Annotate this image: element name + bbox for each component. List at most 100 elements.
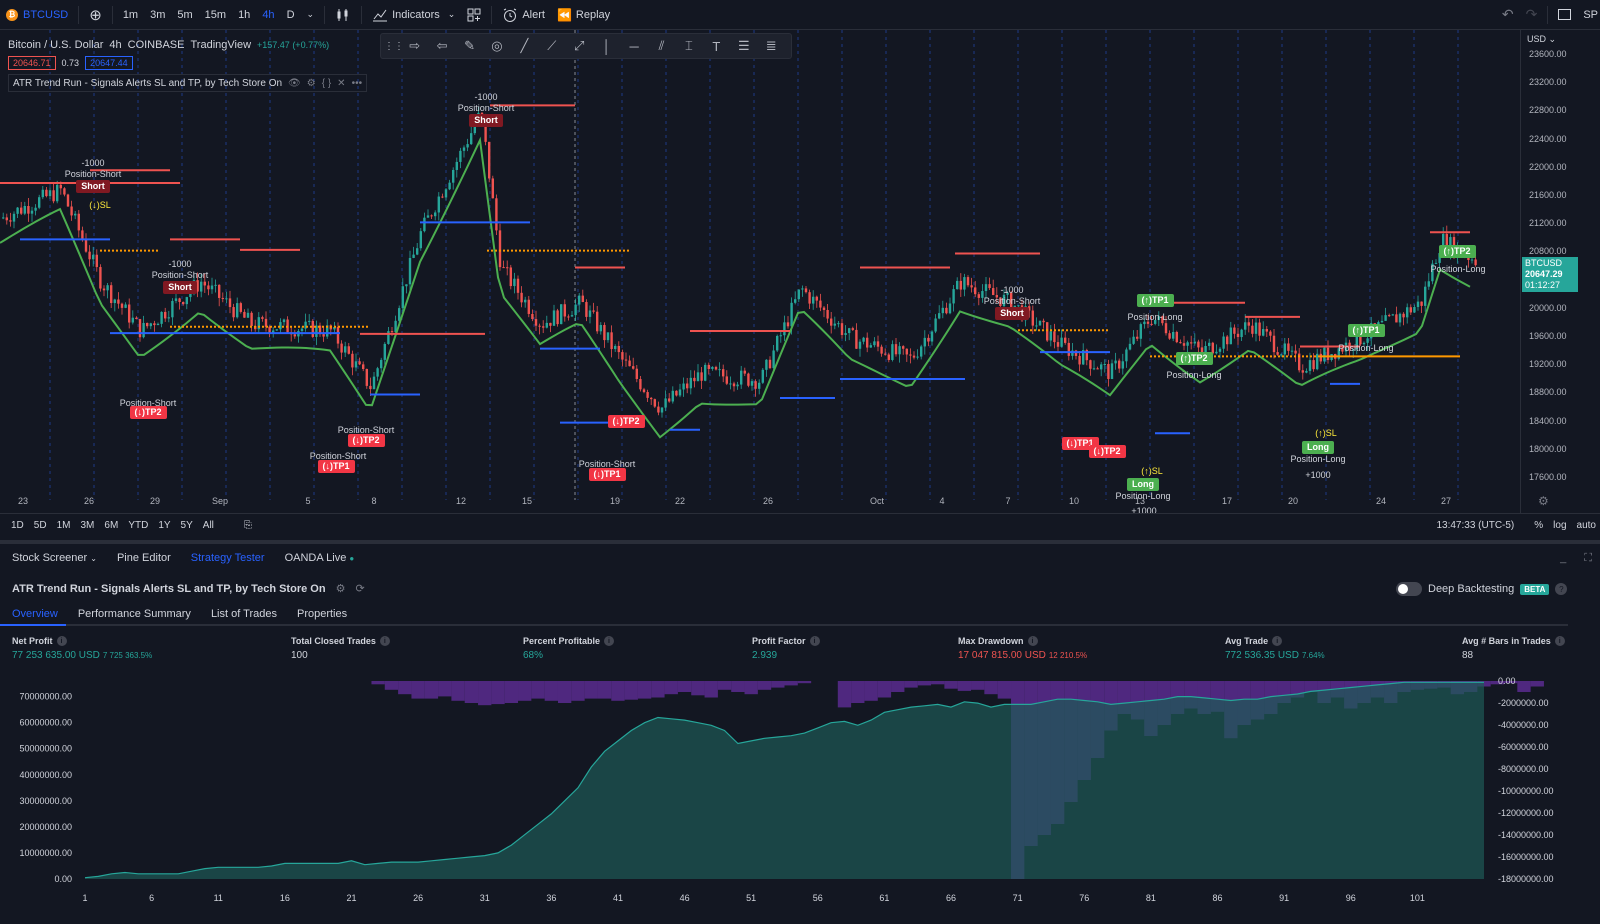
timeframe-d[interactable]: D: [286, 8, 295, 21]
range-5d[interactable]: 5D: [33, 520, 47, 531]
alert-button[interactable]: Alert: [496, 0, 551, 30]
brush-icon[interactable]: ✎: [464, 38, 475, 53]
redo-icon[interactable]: ↷: [1525, 6, 1538, 22]
vertical-line-icon[interactable]: │: [602, 38, 611, 54]
candle-body: [430, 215, 433, 217]
goto-date-icon[interactable]: ⎘: [243, 520, 252, 531]
horizontal-line-icon[interactable]: ─: [629, 38, 639, 54]
range-5y[interactable]: 5Y: [180, 520, 193, 531]
timeframe-4h[interactable]: 4h: [262, 8, 275, 21]
layout-templates-icon[interactable]: [461, 0, 487, 30]
timeframe-5m[interactable]: 5m: [177, 8, 193, 21]
text-icon[interactable]: T: [712, 38, 721, 54]
ray-icon[interactable]: ⟋: [547, 38, 557, 53]
time-axis[interactable]: 23 26 29 Sep 5 8 12 15 19 22 26 Oct 4 7 10 13 17 20 24 27: [0, 492, 1520, 512]
chart-type-candles-icon[interactable]: [329, 0, 357, 30]
timeframe-15m[interactable]: 15m: [204, 8, 227, 21]
trend-line-icon[interactable]: ╱: [520, 38, 529, 53]
more-icon[interactable]: •••: [351, 77, 363, 89]
symbol-search[interactable]: ₿ BTCUSD: [0, 0, 74, 30]
fib-retracement-icon[interactable]: ☰: [737, 38, 750, 53]
subtab-list-of-trades[interactable]: List of Trades: [210, 608, 277, 620]
trade-x-tick: 21: [346, 893, 356, 903]
info-icon[interactable]: i: [1554, 636, 1565, 646]
subtab-performance-summary[interactable]: Performance Summary: [77, 608, 191, 620]
topbar-right-label[interactable]: SP: [1583, 8, 1598, 21]
timeframe-dropdown-chevron-icon[interactable]: ⌄: [306, 9, 315, 19]
parallel-channel-icon[interactable]: ⫽: [658, 38, 665, 53]
strategy-refresh-icon[interactable]: ⟳: [355, 583, 365, 595]
range-6m[interactable]: 6M: [104, 520, 119, 531]
minimize-panel-icon[interactable]: _: [1560, 552, 1567, 564]
range-1m[interactable]: 1M: [56, 520, 71, 531]
drag-handle-icon[interactable]: ⋮⋮: [384, 40, 404, 52]
source-code-icon[interactable]: { }: [321, 77, 332, 89]
range-3m[interactable]: 3M: [80, 520, 95, 531]
bid-price[interactable]: 20646.71: [8, 56, 56, 70]
signal-label: (↑)TP1: [1136, 294, 1174, 307]
maximize-panel-icon[interactable]: ⛶: [1584, 551, 1592, 564]
info-icon[interactable]: i: [1027, 636, 1038, 646]
subtab-properties[interactable]: Properties: [296, 608, 348, 620]
tab-pine-editor[interactable]: Pine Editor: [116, 552, 171, 564]
clock-timezone[interactable]: 13:47:33 (UTC-5): [1436, 520, 1515, 531]
help-info-icon[interactable]: ?: [1555, 583, 1568, 595]
close-icon[interactable]: ✕: [337, 77, 346, 89]
price-tick: 22000.00: [1529, 161, 1567, 172]
price-axis[interactable]: USD ⌄ 23600.00 23200.00 22800.00 22400.00 22…: [1520, 30, 1600, 513]
range-1d[interactable]: 1D: [11, 520, 24, 531]
candle-body: [218, 284, 221, 298]
tab-oanda-live[interactable]: OANDA Live ●: [275, 552, 365, 564]
percent-scale-toggle[interactable]: %: [1534, 520, 1544, 531]
info-icon[interactable]: i: [1272, 636, 1283, 646]
fullscreen-icon[interactable]: [1552, 0, 1577, 30]
replay-button[interactable]: ⏪ Replay: [551, 0, 616, 30]
equity-chart[interactable]: 70000000.00 60000000.00 50000000.00 4000000…: [0, 674, 1600, 921]
candle-body: [819, 300, 822, 308]
candle-body: [1218, 348, 1222, 352]
signal-label: Short: [76, 180, 110, 193]
range-1y[interactable]: 1Y: [158, 520, 171, 531]
price-chart[interactable]: -1000 Position-Short Short -1000 Position-Sh…: [0, 30, 1520, 513]
timeframe-3m[interactable]: 3m: [150, 8, 166, 21]
info-icon[interactable]: i: [809, 636, 820, 646]
subtab-overview[interactable]: Overview: [0, 604, 66, 626]
chart-settings-gear-icon[interactable]: ⚙: [1538, 494, 1549, 508]
compare-add-icon[interactable]: ⊕: [89, 6, 102, 24]
eye-icon[interactable]: 👁: [288, 77, 301, 89]
indicator-title[interactable]: ATR Trend Run - Signals Alerts SL and TP…: [13, 77, 283, 89]
log-scale-toggle[interactable]: log: [1553, 520, 1567, 531]
undo-icon[interactable]: ↶: [1501, 6, 1514, 22]
candle-body: [844, 333, 847, 335]
candle-body: [560, 304, 563, 325]
tab-strategy-tester[interactable]: Strategy Tester: [190, 552, 265, 564]
timeframe-1m[interactable]: 1m: [122, 8, 139, 21]
info-icon[interactable]: i: [604, 636, 615, 646]
candle-body: [293, 334, 296, 337]
timeframe-1h[interactable]: 1h: [238, 8, 251, 21]
candle-body: [20, 207, 23, 214]
drawdown-bar: [1304, 681, 1318, 692]
tab-stock-screener[interactable]: Stock Screener ⌄: [2, 552, 107, 564]
deep-backtesting-toggle[interactable]: [1396, 582, 1422, 596]
settings-lines-icon[interactable]: ≣: [765, 38, 777, 53]
circle-icon[interactable]: ◎: [491, 38, 503, 53]
candle-body: [722, 369, 725, 377]
text-cursor-icon[interactable]: ⌶: [685, 38, 693, 53]
info-icon[interactable]: i: [56, 636, 67, 646]
auto-scale-toggle[interactable]: auto: [1576, 520, 1596, 531]
extended-line-icon[interactable]: ⤢: [574, 38, 585, 53]
candle-body: [1384, 315, 1387, 321]
arrow-right-icon[interactable]: ⇨: [409, 38, 421, 53]
arrow-left-icon[interactable]: ⇦: [436, 38, 448, 53]
currency-selector[interactable]: USD ⌄: [1527, 34, 1557, 44]
candle-body: [1197, 341, 1200, 348]
strategy-settings-icon[interactable]: ⚙: [335, 583, 346, 595]
info-icon[interactable]: i: [379, 636, 390, 646]
settings-gear-icon[interactable]: ⚙: [306, 77, 316, 89]
indicators-button[interactable]: Indicators ⌄: [366, 0, 461, 30]
range-all[interactable]: All: [202, 520, 214, 531]
range-ytd[interactable]: YTD: [128, 520, 149, 531]
symbol-title[interactable]: Bitcoin / U.S. Dollar: [8, 39, 104, 51]
ask-price[interactable]: 20647.44: [85, 56, 133, 70]
